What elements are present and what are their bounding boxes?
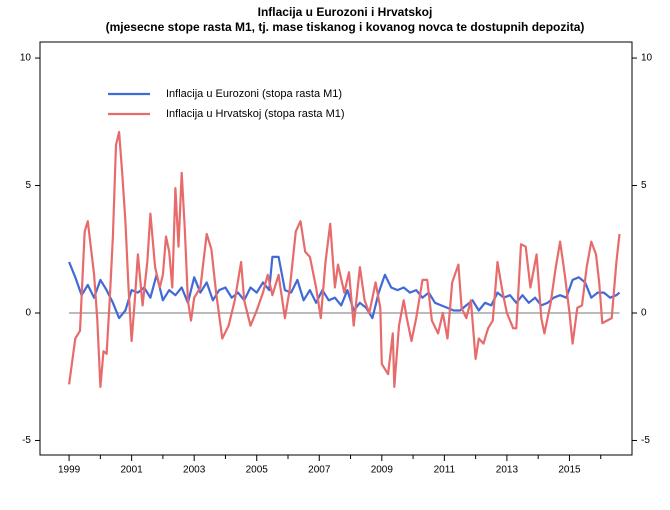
x-tick-label: 2013 — [496, 465, 519, 476]
x-tick-label: 2011 — [434, 465, 456, 476]
x-tick-label: 2009 — [371, 465, 394, 476]
x-tick-label: 2003 — [183, 465, 206, 476]
plot-frame — [39, 41, 633, 456]
series-line — [68, 130, 621, 388]
x-tick-label: 2001 — [121, 465, 144, 476]
y-tick-label: -5 — [22, 435, 31, 446]
legend-label: Inflacija u Hrvatskoj (stopa rasta M1) — [166, 108, 345, 120]
chart-title: Inflacija u Eurozoni i Hrvatskoj — [258, 5, 433, 19]
chart-subtitle: (mjesecne stope rasta M1, tj. mase tiska… — [106, 20, 585, 34]
y-tick-label: 0 — [25, 308, 31, 319]
x-tick-label: 2007 — [308, 465, 331, 476]
x-tick-label: 2015 — [558, 465, 581, 476]
x-tick-label: 2005 — [246, 465, 269, 476]
y2-tick-label: -5 — [641, 435, 650, 446]
x-tick-label: 1999 — [58, 465, 81, 476]
y-tick-label: 10 — [20, 53, 32, 64]
y-tick-label: 5 — [25, 180, 31, 191]
y2-tick-label: 5 — [641, 180, 647, 191]
series-line — [68, 255, 621, 320]
y2-tick-label: 10 — [641, 53, 653, 64]
y2-tick-label: 0 — [641, 308, 647, 319]
legend-label: Inflacija u Eurozoni (stopa rasta M1) — [166, 88, 342, 100]
